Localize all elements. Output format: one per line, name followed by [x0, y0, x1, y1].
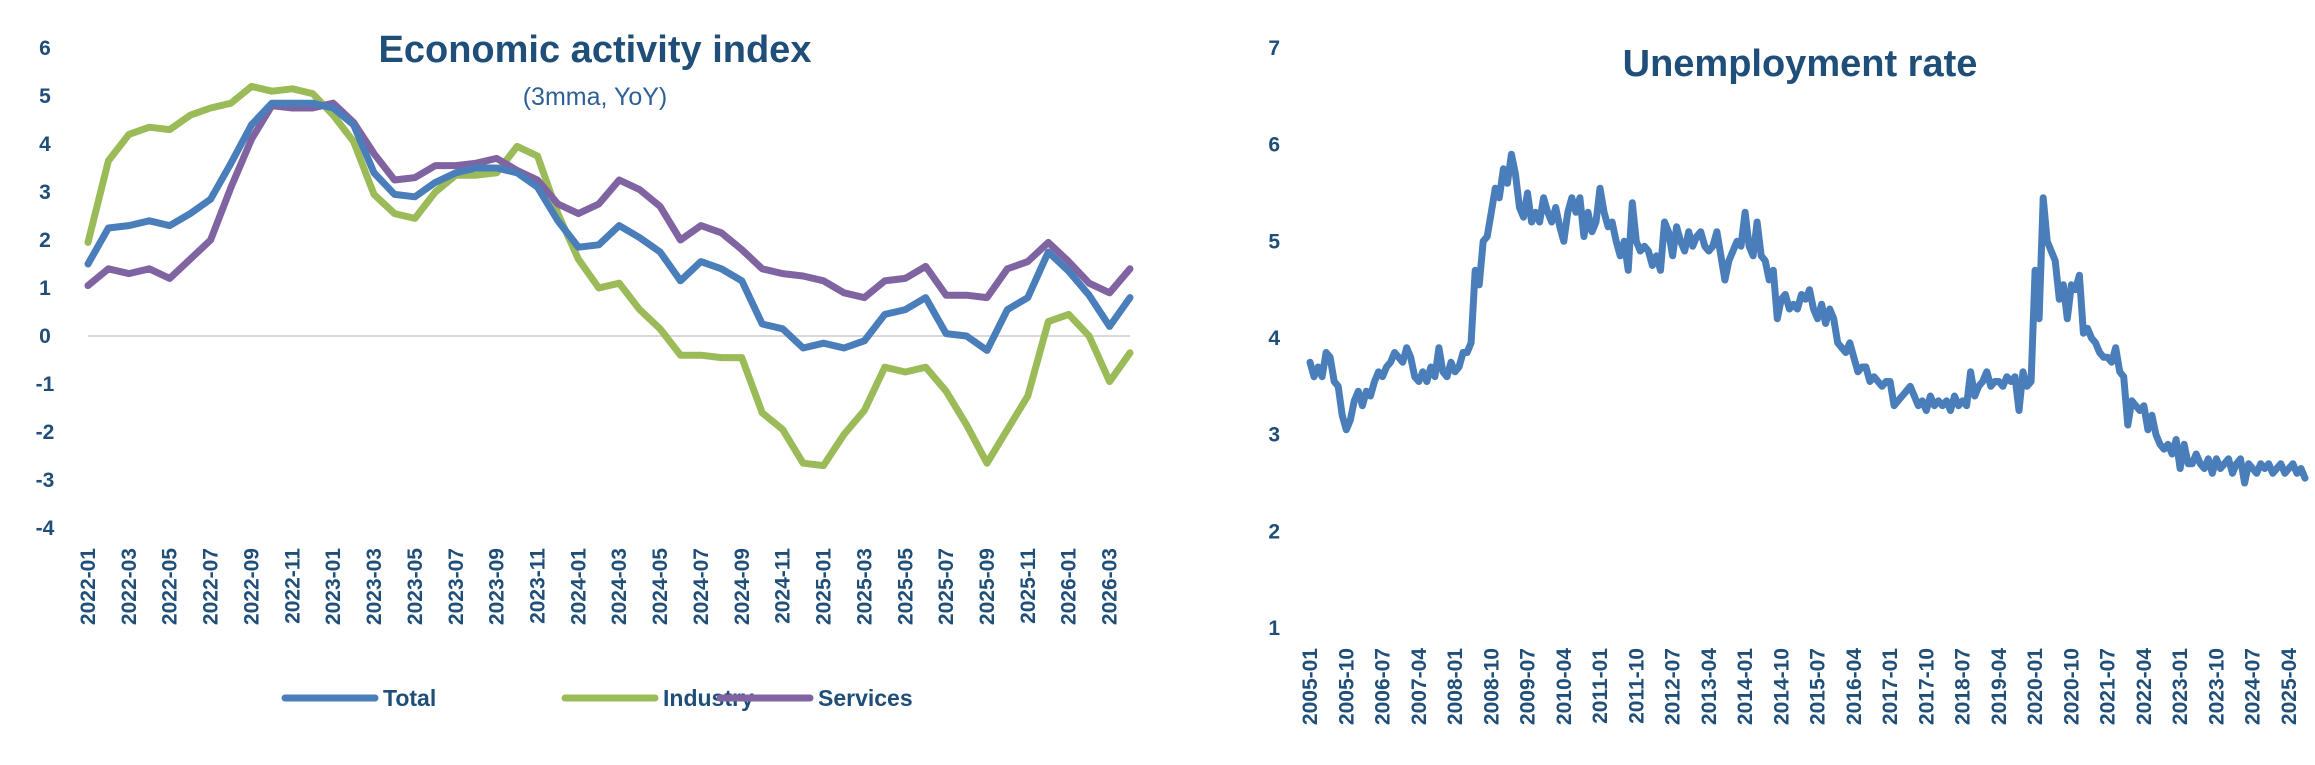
x-tick-label: 2022-11	[281, 548, 304, 624]
legend: Total Industry Services	[281, 685, 913, 711]
right-plot-area	[1306, 150, 2309, 487]
y-tick-label: 1	[1268, 617, 1280, 640]
series-line-unemployment	[1306, 150, 2309, 487]
y-tick-label: 7	[1268, 37, 1280, 60]
x-tick-label: 2023-10	[2205, 648, 2228, 725]
x-tick-label: 2024-03	[608, 548, 631, 625]
x-tick-label: 2024-07	[2242, 648, 2265, 725]
y-tick-label: 4	[1268, 327, 1280, 350]
economic-activity-subtitle: (3mma, YoY)	[523, 83, 668, 111]
x-tick-label: 2011-01	[1589, 648, 1612, 724]
y-tick-label: 2	[1268, 520, 1280, 543]
x-tick-label: 2024-11	[772, 548, 795, 624]
x-tick-label: 2016-04	[1843, 648, 1866, 725]
x-tick-label: 2017-10	[1915, 648, 1938, 725]
x-tick-label: 2008-10	[1480, 648, 1503, 725]
right-x-axis: 2005-01 2005-10 2006-07 2007-04 2008-01 2008-…	[1299, 648, 2301, 725]
legend-item-industry: Industry	[561, 685, 754, 711]
x-tick-label: 2005-01	[1299, 648, 1322, 725]
x-tick-label: 2014-10	[1770, 648, 1793, 725]
series-line-services	[84, 99, 1134, 302]
legend-item-services: Services	[716, 685, 913, 711]
x-tick-label: 2022-04	[2133, 648, 2156, 725]
x-tick-label: 2020-10	[2060, 648, 2083, 725]
y-tick-label: 1	[39, 277, 51, 300]
x-tick-label: 2024-01	[567, 548, 590, 625]
x-tick-label: 2023-01	[2169, 648, 2192, 725]
x-tick-label: 2020-01	[2024, 648, 2047, 725]
x-tick-label: 2023-07	[445, 548, 468, 625]
x-tick-label: 2009-07	[1517, 648, 1540, 725]
x-tick-label: 2025-03	[853, 548, 876, 625]
economic-activity-chart: Economic activity index (3mma, YoY) 6 5 4 3…	[36, 29, 1134, 711]
legend-label: Services	[818, 685, 913, 711]
x-tick-label: 2025-05	[894, 548, 917, 625]
x-tick-label: 2024-05	[649, 548, 672, 625]
x-tick-label: 2017-01	[1879, 648, 1902, 725]
x-tick-label: 2023-05	[404, 548, 427, 625]
x-tick-label: 2025-09	[976, 548, 999, 625]
x-tick-label: 2010-04	[1553, 648, 1576, 725]
x-tick-label: 2006-07	[1372, 648, 1395, 725]
y-tick-label: -2	[36, 421, 55, 444]
x-tick-label: 2014-01	[1734, 648, 1757, 725]
x-tick-label: 2023-01	[322, 548, 345, 625]
y-tick-label: 3	[1268, 424, 1280, 447]
x-tick-label: 2023-03	[363, 548, 386, 625]
x-tick-label: 2015-07	[1807, 648, 1830, 725]
x-tick-label: 2025-04	[2278, 648, 2301, 725]
x-tick-label: 2024-07	[690, 548, 713, 625]
unemployment-rate-title: Unemployment rate	[1623, 43, 1978, 85]
y-tick-label: 6	[1268, 134, 1280, 157]
y-tick-label: 4	[39, 133, 51, 156]
left-y-axis: 6 5 4 3 2 1 0 -1 -2 -3 -4	[36, 37, 55, 540]
x-tick-label: 2012-07	[1662, 648, 1685, 725]
x-tick-label: 2026-01	[1058, 548, 1081, 625]
y-tick-label: 2	[39, 229, 51, 252]
legend-label: Total	[383, 685, 436, 711]
x-tick-label: 2019-04	[1988, 648, 2011, 725]
y-tick-label: 3	[39, 181, 51, 204]
x-tick-label: 2022-01	[77, 548, 100, 625]
x-tick-label: 2018-07	[1952, 648, 1975, 725]
x-tick-label: 2025-07	[935, 548, 958, 625]
economic-activity-title: Economic activity index	[379, 29, 812, 71]
y-tick-label: -3	[36, 469, 55, 492]
y-tick-label: 6	[39, 37, 51, 60]
y-tick-label: 5	[39, 85, 51, 108]
x-tick-label: 2007-04	[1408, 648, 1431, 725]
right-y-axis: 7 6 5 4 3 2 1	[1268, 37, 1280, 640]
unemployment-rate-chart: Unemployment rate 7 6 5 4 3 2 1 2005-01 2005-10…	[1268, 37, 2309, 725]
x-tick-label: 2025-01	[813, 548, 836, 625]
x-tick-label: 2013-04	[1698, 648, 1721, 725]
x-tick-label: 2023-11	[526, 548, 549, 624]
x-tick-label: 2024-09	[731, 548, 754, 625]
x-tick-label: 2023-09	[486, 548, 509, 625]
x-tick-label: 2025-11	[1017, 548, 1040, 624]
y-tick-label: 0	[39, 325, 51, 348]
left-x-axis: 2022-01 2022-03 2022-05 2022-07 2022-09 2022-…	[77, 548, 1122, 625]
y-tick-label: -4	[36, 517, 55, 540]
x-tick-label: 2022-09	[240, 548, 263, 625]
y-tick-label: 5	[1268, 230, 1280, 253]
x-tick-label: 2008-01	[1444, 648, 1467, 725]
legend-item-total: Total	[281, 685, 436, 711]
x-tick-label: 2021-07	[2097, 648, 2120, 725]
y-tick-label: -1	[36, 373, 55, 396]
x-tick-label: 2022-07	[200, 548, 223, 625]
series-line-industry	[84, 82, 1134, 470]
x-tick-label: 2022-03	[118, 548, 141, 625]
left-plot-area	[84, 82, 1134, 470]
x-tick-label: 2011-10	[1625, 648, 1648, 724]
x-tick-label: 2022-05	[159, 548, 182, 625]
x-tick-label: 2026-03	[1099, 548, 1122, 625]
series-line-total	[84, 99, 1134, 354]
x-tick-label: 2005-10	[1335, 648, 1358, 725]
